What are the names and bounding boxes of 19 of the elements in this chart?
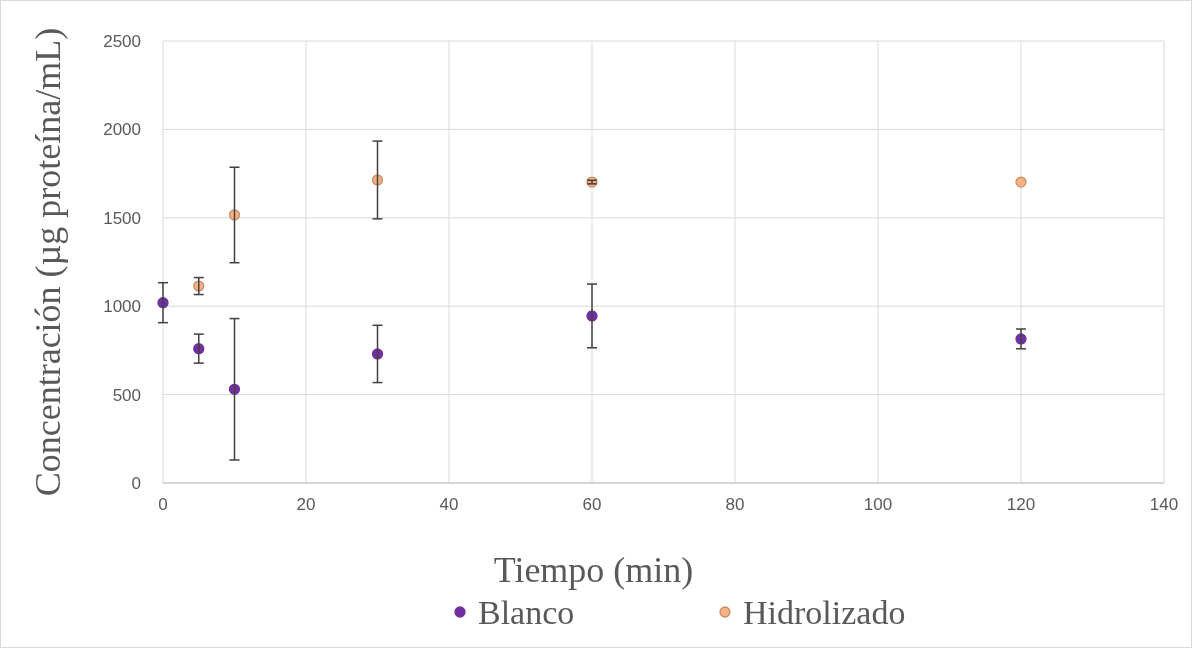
point (1015, 176, 1027, 188)
x-tick-label: 120 (1006, 495, 1036, 514)
x-tick-label: 0 (158, 495, 168, 514)
x-tick-label: 20 (296, 495, 316, 514)
y-tick-label: 500 (112, 385, 141, 405)
y-tick-label: 2500 (103, 31, 141, 51)
y-tick-label: 0 (131, 473, 141, 493)
legend-label: Blanco (478, 594, 575, 631)
y-tick-label: 1000 (103, 297, 141, 317)
legend-label: Hidrolizado (743, 594, 906, 631)
y-tick-label: 1500 (103, 208, 141, 228)
x-tick-label: 140 (1149, 495, 1179, 514)
x-axis-title: Tiempo (min) (493, 550, 694, 590)
y-axis-title: Concentración (µg proteína/mL) (28, 27, 68, 497)
x-tick-label: 60 (582, 495, 602, 514)
x-tick-label: 80 (725, 495, 745, 514)
y-tick-label: 2000 (103, 120, 141, 140)
x-tick-label: 100 (863, 495, 893, 514)
x-tick-label: 40 (439, 495, 459, 514)
